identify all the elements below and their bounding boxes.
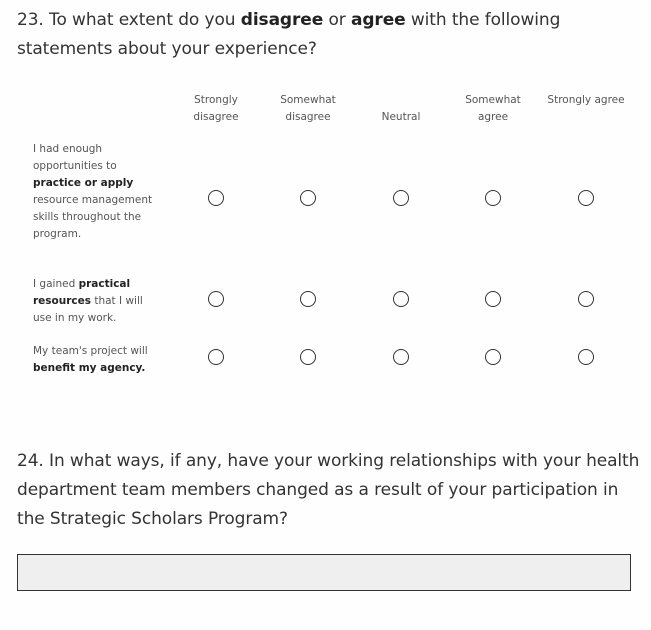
- radio-strongly-agree[interactable]: [578, 190, 594, 206]
- text-segment: I gained: [33, 278, 79, 290]
- scale-label: Somewhat disagree: [280, 94, 336, 123]
- radio-somewhat-disagree[interactable]: [300, 291, 316, 307]
- radio-neutral[interactable]: [393, 349, 409, 365]
- text-segment: with the following statements about your…: [17, 10, 561, 59]
- statement-label: My team's project will benefit my agency…: [33, 343, 153, 377]
- question-24-answer-input[interactable]: [17, 554, 631, 591]
- emphasis-text: practice or apply: [33, 177, 134, 189]
- statement-label: I had enough opportunities to practice o…: [33, 141, 153, 243]
- radio-somewhat-disagree[interactable]: [300, 190, 316, 206]
- radio-somewhat-disagree[interactable]: [300, 349, 316, 365]
- emphasis-text: benefit my agency.: [33, 362, 146, 374]
- text-segment: To what extent do you: [43, 10, 241, 30]
- text-segment: resource management skills throughout th…: [33, 194, 153, 240]
- emphasis-text: disagree: [240, 10, 324, 30]
- radio-somewhat-agree[interactable]: [485, 349, 501, 365]
- question-24-text: 24. In what ways, if any, have your work…: [17, 451, 640, 529]
- radio-strongly-agree[interactable]: [578, 291, 594, 307]
- scale-label: Strongly agree: [547, 94, 625, 106]
- radio-strongly-disagree[interactable]: [208, 349, 224, 365]
- text-segment: My team's project will: [33, 345, 148, 357]
- radio-neutral[interactable]: [393, 190, 409, 206]
- question-number: 23.: [17, 10, 44, 30]
- text-segment: I had enough opportunities to: [33, 143, 117, 172]
- text-segment: that I will use in my work.: [33, 295, 143, 324]
- radio-somewhat-agree[interactable]: [485, 291, 501, 307]
- question-23-text: 23. To what extent do you disagree or ag…: [17, 6, 637, 64]
- scale-label: Neutral: [381, 111, 421, 123]
- radio-strongly-agree[interactable]: [578, 349, 594, 365]
- statement-label: I gained practical resources that I will…: [33, 276, 153, 327]
- emphasis-text: agree: [350, 10, 406, 30]
- radio-somewhat-agree[interactable]: [485, 190, 501, 206]
- text-segment: or: [323, 10, 351, 30]
- radio-strongly-disagree[interactable]: [208, 190, 224, 206]
- scale-label: Somewhat agree: [465, 94, 521, 123]
- radio-strongly-disagree[interactable]: [208, 291, 224, 307]
- emphasis-text: practical resources: [33, 278, 131, 307]
- scale-label: Strongly disagree: [193, 94, 239, 123]
- radio-neutral[interactable]: [393, 291, 409, 307]
